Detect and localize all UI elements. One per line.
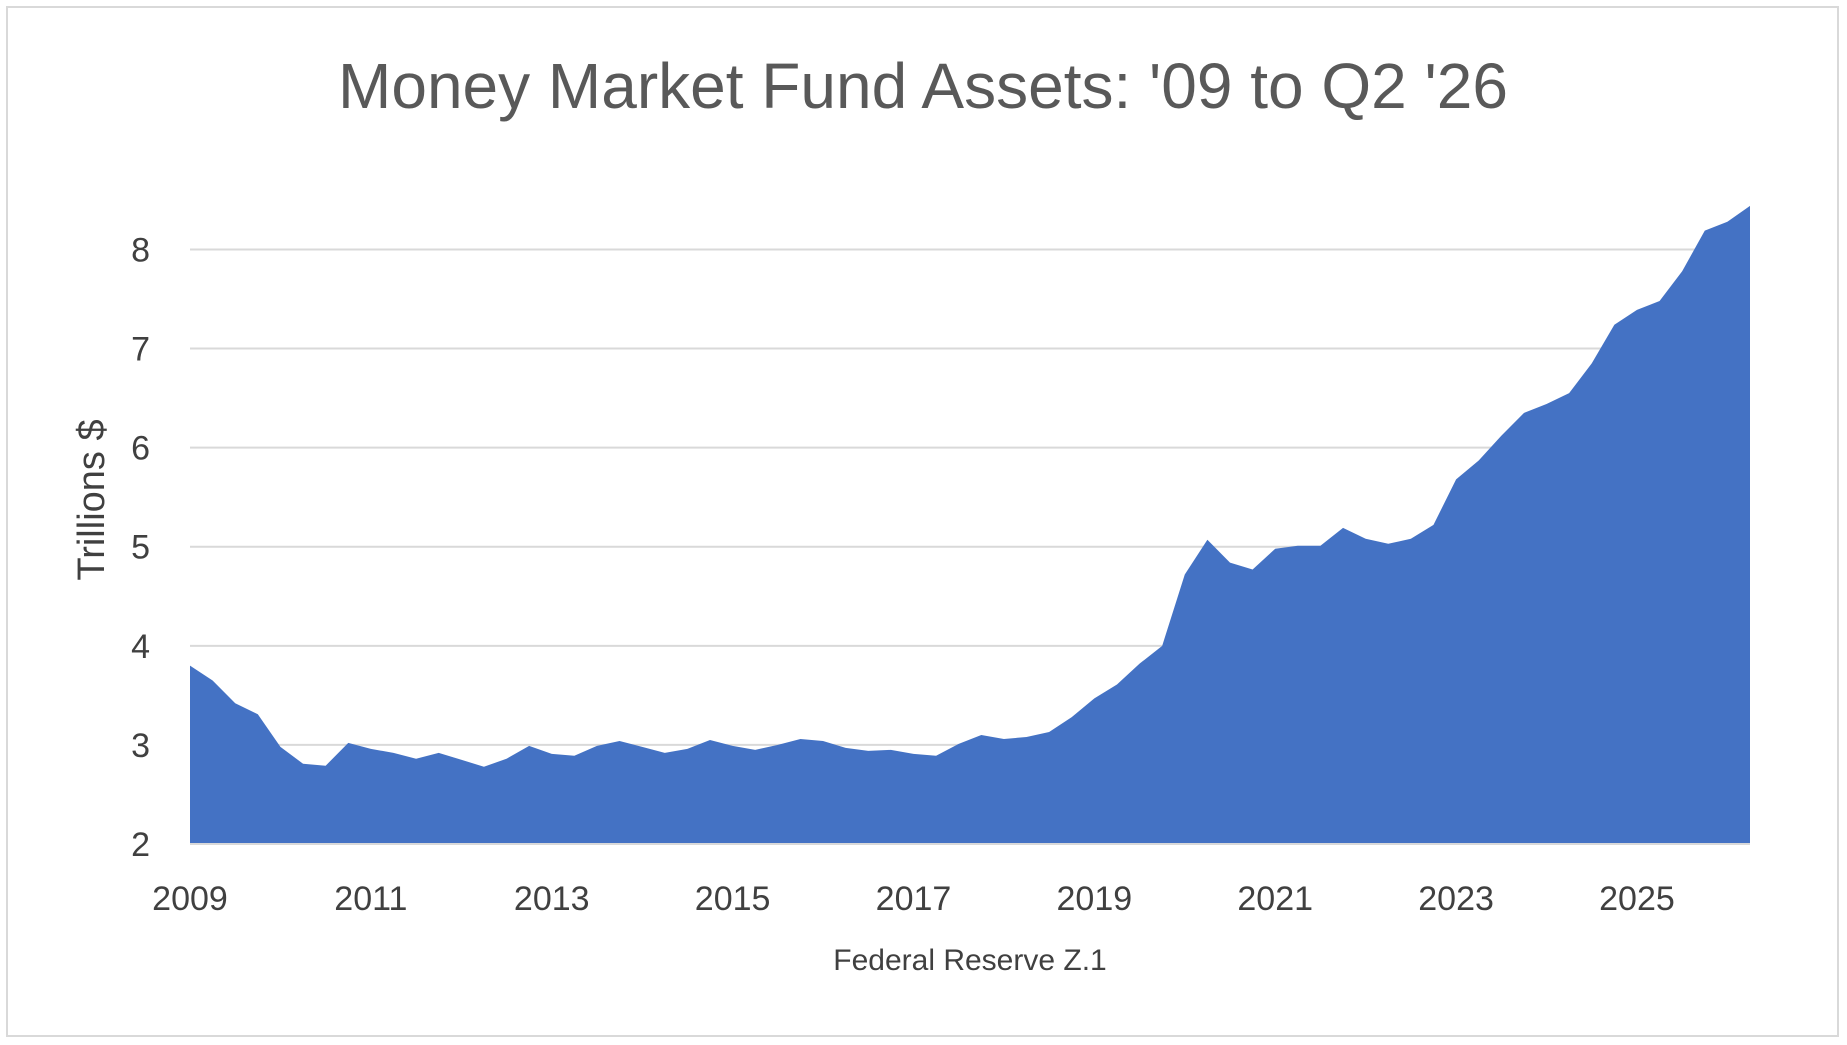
y-tick-label: 6: [131, 430, 150, 468]
x-tick-label: 2011: [334, 880, 407, 918]
y-axis-ticks: 2 3 4 5 6 7 8: [131, 231, 150, 864]
x-tick-label: 2023: [1418, 880, 1494, 918]
x-axis-ticks: 2009 2011 2013 2015 2017 2019 2021 2023 2025: [152, 880, 1675, 918]
x-tick-label: 2025: [1599, 880, 1675, 918]
y-tick-label: 7: [131, 331, 150, 369]
y-tick-label: 2: [131, 826, 150, 864]
y-tick-label: 3: [131, 727, 150, 765]
chart-title: Money Market Fund Assets: '09 to Q2 '26: [338, 50, 1508, 122]
x-tick-label: 2015: [695, 880, 771, 918]
y-tick-label: 4: [131, 628, 150, 666]
x-tick-label: 2017: [876, 880, 952, 918]
y-axis-title: Trillions $: [71, 419, 113, 580]
y-tick-label: 5: [131, 529, 150, 567]
area-series: [190, 205, 1750, 845]
x-tick-label: 2019: [1057, 880, 1133, 918]
x-tick-label: 2009: [152, 880, 228, 918]
y-tick-label: 8: [131, 231, 150, 269]
x-tick-label: 2013: [514, 880, 590, 918]
x-axis-title: Federal Reserve Z.1: [833, 944, 1106, 977]
x-tick-label: 2021: [1237, 880, 1313, 918]
plot-area: [190, 205, 1750, 845]
